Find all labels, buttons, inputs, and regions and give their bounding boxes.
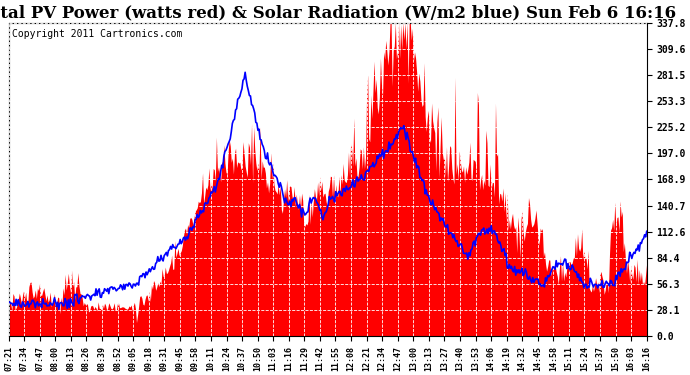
Text: Copyright 2011 Cartronics.com: Copyright 2011 Cartronics.com [12, 29, 182, 39]
Title: Total PV Power (watts red) & Solar Radiation (W/m2 blue) Sun Feb 6 16:16: Total PV Power (watts red) & Solar Radia… [0, 4, 676, 21]
